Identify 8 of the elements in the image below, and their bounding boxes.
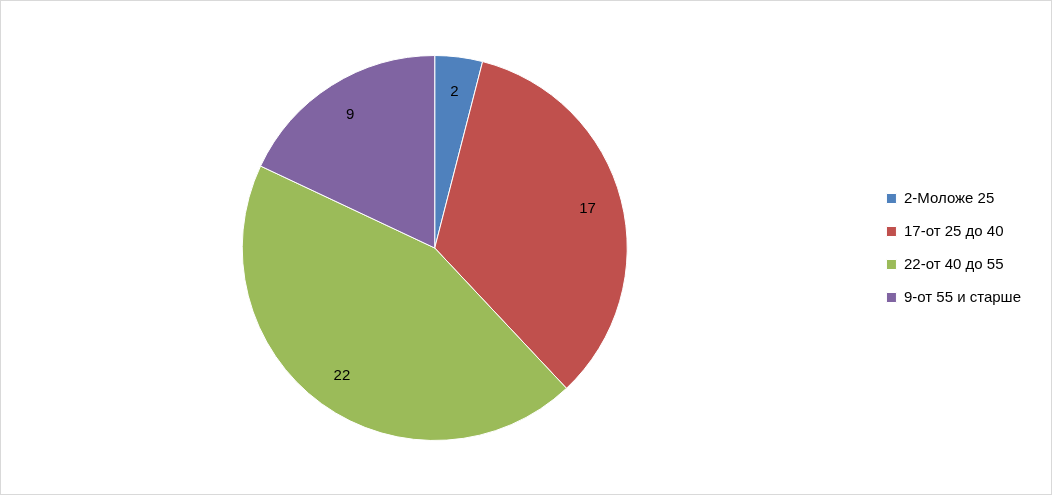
data-label: 2: [450, 81, 459, 99]
legend-label: 22-от 40 до 55: [903, 254, 1004, 272]
data-label: 17: [579, 198, 596, 216]
data-label: 9: [345, 104, 355, 122]
legend-label: 9-от 55 и старше: [903, 287, 1022, 305]
data-label: 22: [333, 365, 351, 383]
legend-label: 17-от 25 до 40: [903, 221, 1004, 239]
legend-label: 2-Моложе 25: [903, 188, 995, 206]
